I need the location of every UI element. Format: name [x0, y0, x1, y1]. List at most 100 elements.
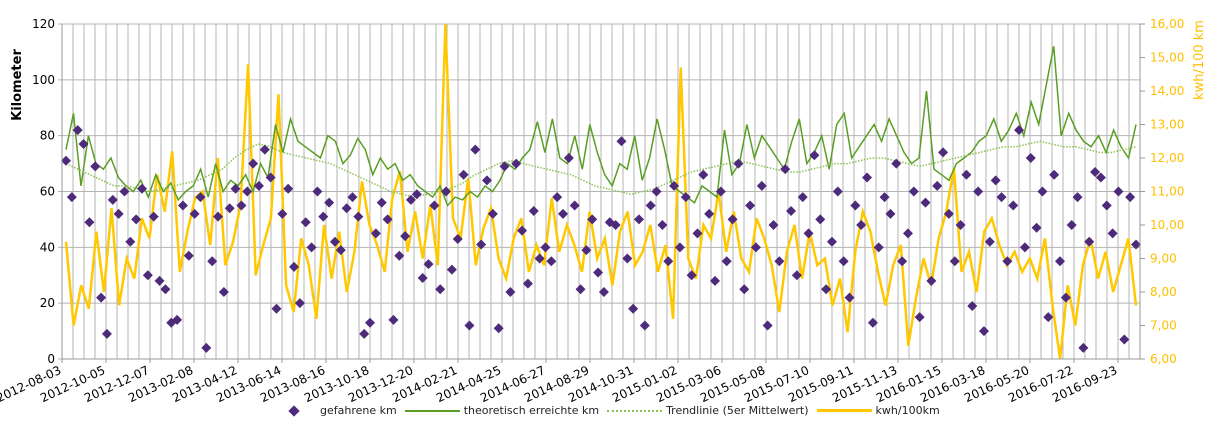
data-point	[727, 214, 738, 225]
data-point	[867, 317, 878, 328]
data-point	[1002, 256, 1013, 267]
data-point	[786, 206, 797, 217]
data-point	[645, 200, 656, 211]
data-point	[142, 270, 153, 281]
data-point	[745, 200, 756, 211]
data-point	[312, 186, 323, 197]
data-point	[686, 270, 697, 281]
data-point	[540, 242, 551, 253]
data-point	[423, 259, 434, 270]
data-point	[195, 192, 206, 203]
data-point	[481, 175, 492, 186]
data-point	[441, 186, 452, 197]
data-point	[1014, 125, 1025, 136]
data-point	[289, 261, 300, 272]
data-point	[458, 169, 469, 180]
dotted-line-icon	[607, 409, 663, 412]
data-point	[271, 303, 282, 314]
data-point	[1054, 256, 1065, 267]
data-point	[856, 220, 867, 230]
data-point	[768, 220, 779, 230]
legend-label: theoretisch erreichte km	[463, 404, 600, 417]
data-point	[154, 275, 165, 286]
data-point	[1119, 334, 1130, 345]
y-tick-label: 100	[32, 73, 55, 87]
y2-axis-label: kwh/100 km	[1192, 20, 1207, 100]
data-point	[224, 203, 235, 214]
data-point	[347, 192, 358, 203]
data-point	[84, 217, 95, 228]
legend-label: gefahrene km	[320, 404, 397, 417]
data-point	[125, 236, 136, 247]
y2-tick-label: 12,00	[1150, 151, 1184, 165]
data-point	[189, 208, 200, 219]
data-point	[862, 172, 873, 183]
data-point	[376, 197, 387, 208]
data-point	[791, 270, 802, 281]
data-point	[259, 144, 270, 155]
y2-tick-label: 16,00	[1150, 17, 1184, 31]
data-point	[815, 214, 826, 225]
data-point	[324, 197, 335, 208]
data-point	[885, 208, 896, 219]
data-point	[306, 242, 317, 253]
data-point	[949, 256, 960, 267]
data-point	[897, 256, 908, 267]
data-point	[429, 200, 440, 211]
data-point	[517, 225, 528, 236]
data-point	[405, 194, 416, 205]
data-point	[300, 217, 311, 228]
data-point	[359, 328, 370, 339]
data-point	[183, 250, 194, 261]
data-point	[680, 192, 691, 203]
data-point	[1072, 192, 1083, 203]
data-point	[756, 180, 767, 191]
data-point	[172, 314, 183, 325]
theoretisch-line	[65, 46, 1137, 207]
data-point	[733, 158, 744, 169]
data-point	[873, 242, 884, 253]
data-point	[1107, 228, 1118, 239]
data-point	[1078, 342, 1089, 353]
data-point	[1037, 186, 1048, 197]
data-point	[236, 200, 247, 211]
data-point	[341, 203, 352, 214]
data-point	[926, 275, 937, 286]
data-point	[920, 197, 931, 208]
green-line-icon	[404, 409, 460, 412]
data-point	[411, 189, 422, 200]
data-point	[394, 250, 405, 261]
data-point	[435, 284, 446, 295]
data-point	[476, 239, 487, 250]
data-point	[797, 192, 808, 203]
data-point	[265, 172, 276, 183]
legend-item-theoretisch: theoretisch erreichte km	[404, 404, 600, 417]
data-point	[446, 264, 457, 275]
data-point	[96, 292, 107, 303]
data-point	[832, 186, 843, 197]
data-point	[493, 323, 504, 334]
data-point	[996, 192, 1007, 203]
data-point	[1019, 242, 1030, 253]
y-tick-label: 80	[40, 129, 55, 143]
data-point	[821, 284, 832, 295]
diamond-marker-icon	[288, 404, 300, 417]
data-point	[563, 153, 574, 163]
data-point	[587, 214, 598, 225]
data-point	[1090, 166, 1101, 177]
data-point	[230, 183, 241, 194]
data-point	[826, 236, 837, 247]
y2-tick-label: 10,00	[1150, 218, 1184, 232]
legend-item-kwh: kwh/100km	[816, 404, 940, 417]
data-point	[294, 298, 305, 309]
data-point	[207, 256, 218, 267]
data-point	[107, 194, 118, 205]
legend-label: kwh/100km	[875, 404, 940, 417]
data-point	[1125, 192, 1136, 203]
data-point	[1101, 200, 1112, 211]
data-point	[750, 242, 761, 253]
data-point	[674, 242, 685, 253]
data-point	[242, 186, 253, 197]
data-point	[908, 186, 919, 197]
